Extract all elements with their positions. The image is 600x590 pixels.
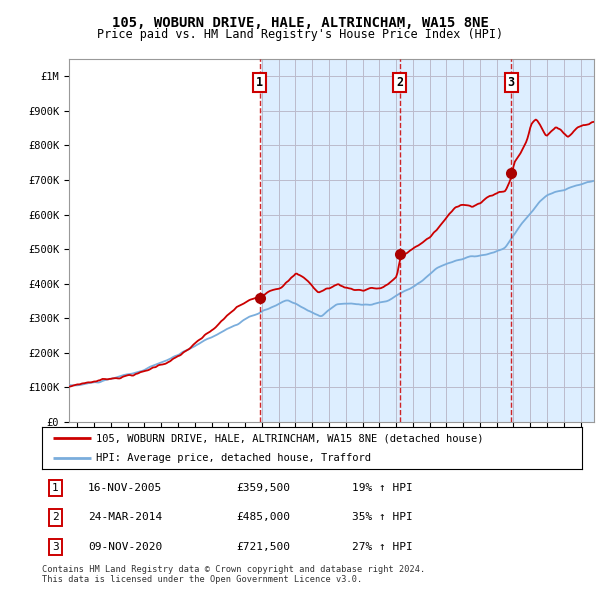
Text: £721,500: £721,500 [236,542,290,552]
Text: Price paid vs. HM Land Registry's House Price Index (HPI): Price paid vs. HM Land Registry's House … [97,28,503,41]
Text: HPI: Average price, detached house, Trafford: HPI: Average price, detached house, Traf… [96,454,371,463]
Text: 2: 2 [397,76,403,89]
Bar [69,59,260,422]
Text: £485,000: £485,000 [236,513,290,522]
Text: 3: 3 [508,76,515,89]
Text: 1: 1 [52,483,59,493]
Text: 27% ↑ HPI: 27% ↑ HPI [353,542,413,552]
Text: 09-NOV-2020: 09-NOV-2020 [88,542,162,552]
Text: 19% ↑ HPI: 19% ↑ HPI [353,483,413,493]
Text: 105, WOBURN DRIVE, HALE, ALTRINCHAM, WA15 8NE: 105, WOBURN DRIVE, HALE, ALTRINCHAM, WA1… [112,16,488,30]
Text: 3: 3 [52,542,59,552]
Text: 2: 2 [52,513,59,522]
Text: £359,500: £359,500 [236,483,290,493]
Text: 16-NOV-2005: 16-NOV-2005 [88,483,162,493]
Text: 35% ↑ HPI: 35% ↑ HPI [353,513,413,522]
Text: 24-MAR-2014: 24-MAR-2014 [88,513,162,522]
Text: 105, WOBURN DRIVE, HALE, ALTRINCHAM, WA15 8NE (detached house): 105, WOBURN DRIVE, HALE, ALTRINCHAM, WA1… [96,434,484,444]
Text: Contains HM Land Registry data © Crown copyright and database right 2024.: Contains HM Land Registry data © Crown c… [42,565,425,574]
Text: This data is licensed under the Open Government Licence v3.0.: This data is licensed under the Open Gov… [42,575,362,584]
Text: 1: 1 [256,76,263,89]
